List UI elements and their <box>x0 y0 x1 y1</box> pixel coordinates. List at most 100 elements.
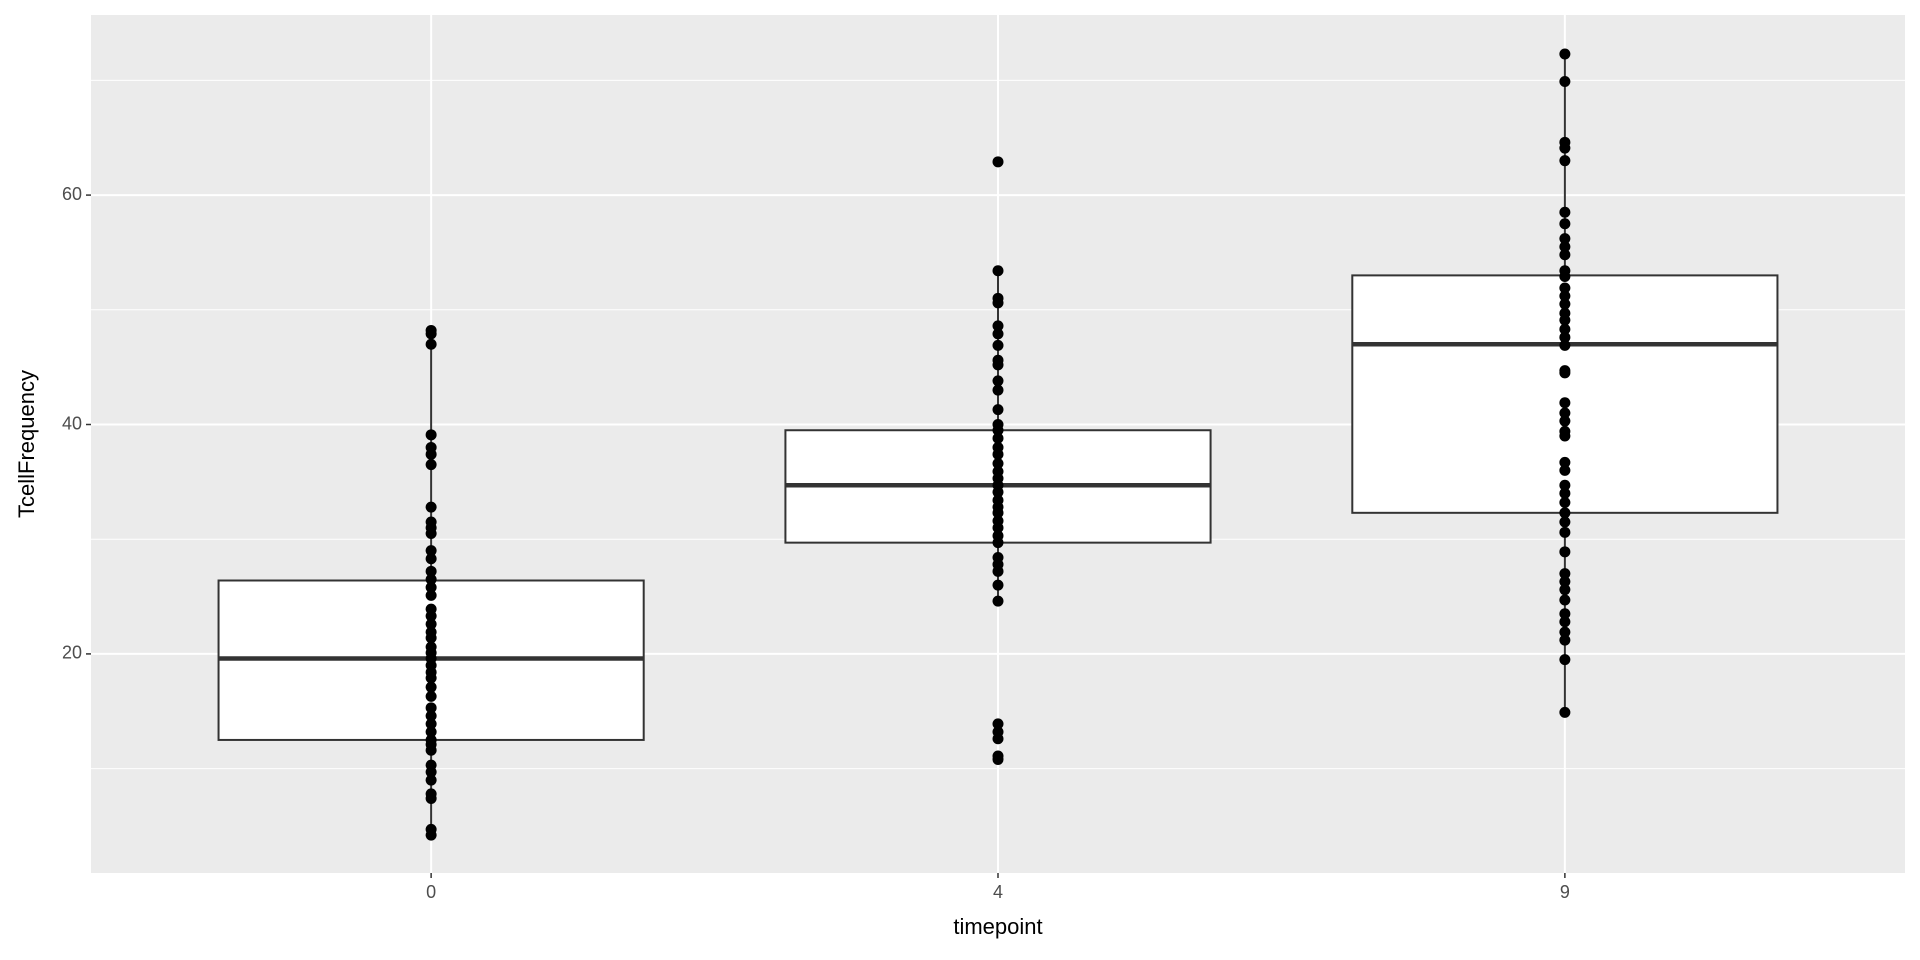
point <box>425 527 437 539</box>
point <box>425 545 437 557</box>
y-tick-label: 60 <box>62 184 82 204</box>
point <box>1559 576 1571 588</box>
point <box>1559 290 1571 302</box>
point <box>1559 142 1571 154</box>
point <box>1559 314 1571 326</box>
point <box>425 610 437 622</box>
point <box>992 320 1004 332</box>
point <box>1559 526 1571 538</box>
point <box>992 579 1004 591</box>
point <box>1559 218 1571 230</box>
point <box>425 726 437 738</box>
point <box>425 672 437 684</box>
point <box>1559 706 1571 718</box>
point <box>992 565 1004 577</box>
point <box>992 448 1004 460</box>
point <box>992 718 1004 730</box>
point <box>1559 48 1571 60</box>
point <box>992 359 1004 371</box>
point <box>1559 430 1571 442</box>
point <box>992 537 1004 549</box>
point <box>992 432 1004 444</box>
point <box>1559 594 1571 606</box>
point <box>992 339 1004 351</box>
point <box>992 507 1004 519</box>
point <box>425 565 437 577</box>
point <box>992 297 1004 309</box>
point <box>1559 479 1571 491</box>
point <box>1559 241 1571 253</box>
point <box>425 429 437 441</box>
point <box>1559 155 1571 167</box>
point <box>1559 76 1571 88</box>
point <box>1559 397 1571 409</box>
point <box>1559 367 1571 379</box>
point <box>1559 608 1571 620</box>
point <box>1559 616 1571 628</box>
point <box>992 156 1004 168</box>
point <box>425 681 437 693</box>
point <box>425 690 437 702</box>
point <box>425 328 437 340</box>
point <box>992 522 1004 534</box>
x-axis-title: timepoint <box>953 914 1042 939</box>
x-tick-label: 0 <box>426 882 436 902</box>
point <box>1559 271 1571 283</box>
point <box>425 792 437 804</box>
point <box>425 744 437 756</box>
point <box>425 632 437 644</box>
point <box>1559 331 1571 343</box>
y-tick-label: 40 <box>62 413 82 433</box>
point <box>425 573 437 585</box>
point <box>1559 546 1571 558</box>
point <box>425 829 437 841</box>
point <box>1559 584 1571 596</box>
point <box>992 486 1004 498</box>
point <box>425 553 437 565</box>
point <box>1559 282 1571 294</box>
point <box>992 375 1004 387</box>
point <box>425 459 437 471</box>
y-axis-title: TcellFrequency <box>14 370 39 518</box>
point <box>1559 626 1571 638</box>
point <box>992 424 1004 436</box>
x-tick-label: 4 <box>993 882 1003 902</box>
point <box>425 448 437 460</box>
point <box>992 733 1004 745</box>
point <box>992 753 1004 765</box>
point <box>992 458 1004 469</box>
x-tick-label: 9 <box>1560 882 1570 902</box>
point <box>425 581 437 593</box>
point <box>1559 634 1571 646</box>
point <box>1559 507 1571 519</box>
point <box>425 710 437 722</box>
point <box>1559 298 1571 310</box>
point <box>425 338 437 350</box>
point <box>1559 516 1571 528</box>
point <box>1559 206 1571 218</box>
point <box>425 774 437 786</box>
point <box>425 702 437 714</box>
point <box>1559 233 1571 245</box>
y-tick-label: 20 <box>62 643 82 663</box>
point <box>1559 456 1571 468</box>
point <box>992 595 1004 607</box>
point <box>1559 407 1571 419</box>
point <box>992 265 1004 277</box>
point <box>425 618 437 630</box>
point <box>992 404 1004 416</box>
point <box>1559 464 1571 476</box>
point <box>425 766 437 778</box>
point <box>1559 568 1571 580</box>
point <box>1559 654 1571 666</box>
point <box>425 501 437 513</box>
point <box>1559 487 1571 499</box>
point <box>1559 249 1571 261</box>
point <box>1559 323 1571 335</box>
point <box>425 718 437 730</box>
point <box>425 589 437 601</box>
point <box>992 384 1004 396</box>
point <box>1559 497 1571 508</box>
point <box>1559 415 1571 427</box>
